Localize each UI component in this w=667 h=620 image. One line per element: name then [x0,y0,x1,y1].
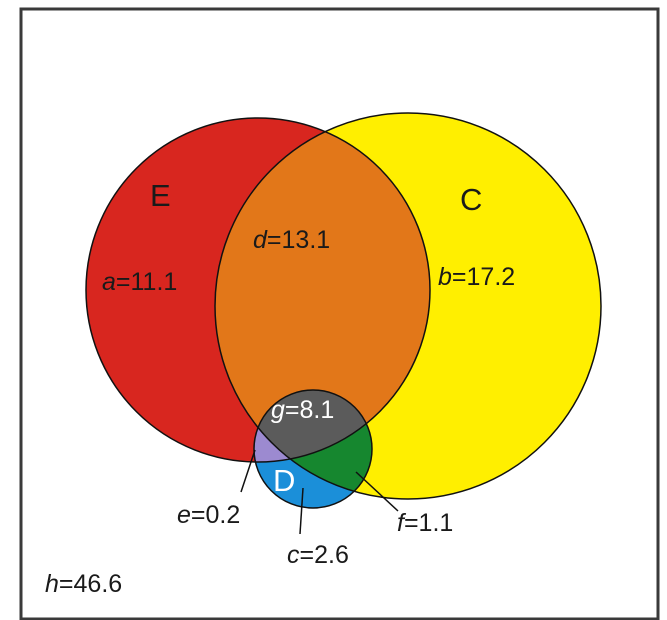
leader-line-c [299,487,304,535]
set-c-label: C [460,182,482,217]
set-c-outline [214,112,602,500]
set-e-label: E [150,178,171,213]
region-f-label: f=1.1 [397,509,453,537]
region-d-label: d=13.1 [253,226,330,254]
region-a-label: a=11.1 [102,268,177,296]
region-b-label: b=17.2 [438,263,515,291]
region-c-label: c=2.6 [287,541,349,569]
set-d-outline [253,389,373,509]
leader-line-e [240,449,256,493]
region-h-label: h=46.6 [45,570,122,598]
leader-line-f [355,471,399,512]
set-d-label: D [273,463,295,498]
region-e-label: e=0.2 [177,501,240,529]
region-all-three [254,390,372,462]
set-e-outline [85,117,431,463]
region-g-label: g=8.1 [271,396,334,424]
